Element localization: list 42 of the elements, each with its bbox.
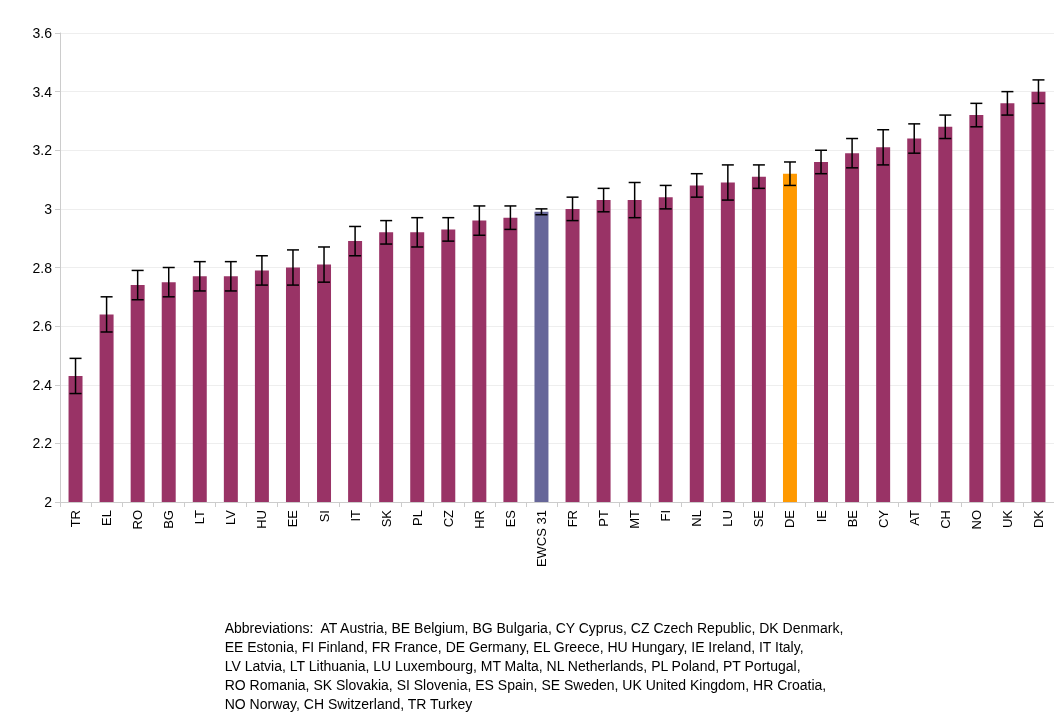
y-tick-label: 3.6	[32, 25, 53, 41]
x-tick-label: UK	[999, 509, 1015, 529]
x-tick-label: AT	[906, 509, 922, 526]
x-tick-label: LV	[223, 509, 239, 525]
x-tick-label: TR	[68, 510, 84, 528]
x-tick-label: IT	[347, 509, 363, 522]
x-tick-label: CH	[937, 510, 953, 529]
x-tick-label: SI	[316, 510, 332, 523]
x-tick-label: EWCS 31	[533, 510, 549, 568]
x-tick-label: EL	[99, 510, 115, 526]
x-tick-label: BE	[844, 509, 860, 528]
x-tick-label: LU	[720, 510, 736, 527]
x-tick-label: CZ	[440, 509, 456, 528]
x-tick-label: PT	[596, 509, 612, 527]
x-tick-label: EE	[285, 509, 301, 528]
x-tick-label: NL	[689, 510, 705, 527]
x-tick-label: BG	[161, 510, 177, 529]
x-tick-label: SK	[378, 509, 394, 528]
x-tick-label: HU	[254, 510, 270, 529]
y-tick-label: 3	[44, 200, 53, 217]
y-tick-label: 3.2	[32, 142, 53, 159]
y-tick-label: 2	[44, 494, 53, 510]
text: Abbreviations: AT Austria, BE Belgium, BG Bulgaria, CY Cyprus, CZ Czech Republic, DK Denmark, EE Estonia, FI Finland, FR France, DE Germany, EL Greece, HU Hungary, IE Ireland, IT Italy, LV Latvia, LT Lithuania, LU Luxembourg, MT Malta, NL Netherlands, PL Poland, PT Portugal, RO Romania, SK Slovakia, SI Slovenia, ES Spain, SE Sweden, UK United Kingdom, HR Croatia, NO Norway, CH Switzerland, TR Turkey	[224, 619, 844, 712]
x-tick-label: PL	[409, 510, 425, 526]
x-tick-label: CY	[875, 509, 891, 529]
x-tick-label: MT	[627, 509, 643, 529]
x-tick-label: HR	[471, 510, 487, 529]
x-tick-label: NO	[968, 510, 984, 530]
y-tick-label: 2.2	[32, 435, 53, 452]
y-tick-label: 2.6	[32, 318, 53, 335]
x-tick-label: FI	[658, 510, 674, 522]
y-tick-label: 2.4	[32, 376, 53, 393]
x-tick-label: SE	[751, 509, 767, 528]
x-tick-label: DK	[1030, 509, 1046, 529]
x-tick-label: FR	[565, 510, 581, 528]
x-tick-label: LT	[192, 509, 208, 525]
y-tick-label: 3.4	[32, 83, 53, 100]
x-tick-label: DE	[782, 509, 798, 529]
x-tick-label: RO	[130, 510, 146, 530]
x-tick-label: IE	[813, 509, 829, 523]
y-tick-label: 2.8	[32, 259, 53, 276]
x-tick-label: ES	[502, 509, 518, 528]
